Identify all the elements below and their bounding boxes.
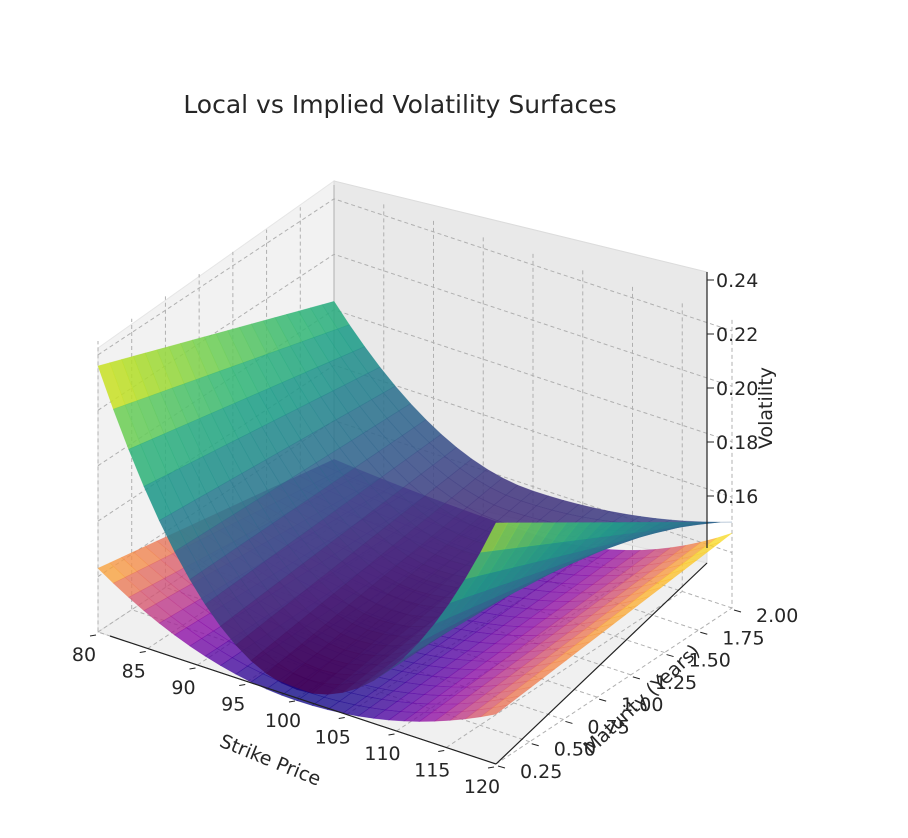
z-tick-label: 0.22 <box>716 324 758 346</box>
implied-vol-facet <box>610 605 638 619</box>
y-tick-mark <box>632 676 640 680</box>
y-tick-mark <box>497 765 506 769</box>
y-tick-label: 1.75 <box>722 627 764 649</box>
x-tick-label: 120 <box>464 776 500 798</box>
x-tick-mark <box>487 766 495 769</box>
x-axis-line <box>109 635 497 765</box>
x-tick-label: 80 <box>72 644 96 666</box>
y-tick-label: 1.25 <box>655 672 697 694</box>
x-tick-label: 95 <box>221 694 245 716</box>
x-tick-label: 100 <box>265 710 301 732</box>
y-tick-mark <box>666 654 674 658</box>
x-tick-mark <box>89 634 97 637</box>
z-tick-label: 0.18 <box>716 432 758 454</box>
local-vol-facet <box>480 522 509 553</box>
axis-lines <box>109 272 708 765</box>
implied-vol-facet <box>657 569 685 583</box>
x-tick-mark <box>288 700 296 703</box>
y-tick-label: 1.50 <box>689 650 731 672</box>
implied-vol-facet <box>574 632 603 646</box>
x-tick-mark <box>189 667 196 670</box>
y-tick-label: 1.00 <box>621 694 663 716</box>
x-tick-mark <box>139 651 146 653</box>
implied-vol-facet <box>504 686 532 700</box>
x-axis-label: Strike Price <box>217 730 324 790</box>
tick-labels: 808590951001051101151200.250.500.751.001… <box>72 270 798 798</box>
x-tick-mark <box>438 750 445 752</box>
y-tick-label: 0.50 <box>554 739 596 761</box>
y-tick-mark <box>700 631 708 635</box>
z-tick-label: 0.20 <box>716 378 758 400</box>
implied-vol-facet <box>480 704 508 718</box>
y-tick-mark <box>531 743 539 747</box>
z-axis-label: Volatility <box>755 367 777 449</box>
x-tick-label: 105 <box>315 727 351 749</box>
implied-vol-facet <box>515 677 544 691</box>
x-tick-mark <box>388 733 395 736</box>
y-axis-line <box>495 562 708 765</box>
z-tick-label: 0.16 <box>716 486 758 508</box>
surfaces <box>97 301 733 722</box>
y-tick-label: 0.75 <box>587 716 629 738</box>
implied-vol-facet <box>692 541 721 557</box>
x-tick-label: 115 <box>414 760 450 782</box>
y-tick-mark <box>733 609 742 613</box>
y-tick-mark <box>565 720 573 724</box>
z-tick-label: 0.24 <box>716 270 758 292</box>
x-tick-mark <box>239 684 246 686</box>
implied-vol-facet <box>586 623 615 637</box>
implied-vol-facet <box>669 560 697 575</box>
implied-vol-facet <box>492 695 520 709</box>
chart-title: Local vs Implied Volatility Surfaces <box>183 90 616 119</box>
y-tick-label: 2.00 <box>756 605 798 627</box>
x-tick-label: 90 <box>171 677 195 699</box>
z-gridline <box>97 198 733 356</box>
x-tick-label: 85 <box>122 661 146 683</box>
x-tick-label: 110 <box>364 743 400 765</box>
x-tick-mark <box>338 717 345 719</box>
y-tick-mark <box>599 698 607 702</box>
y-tick-label: 0.25 <box>520 761 562 783</box>
